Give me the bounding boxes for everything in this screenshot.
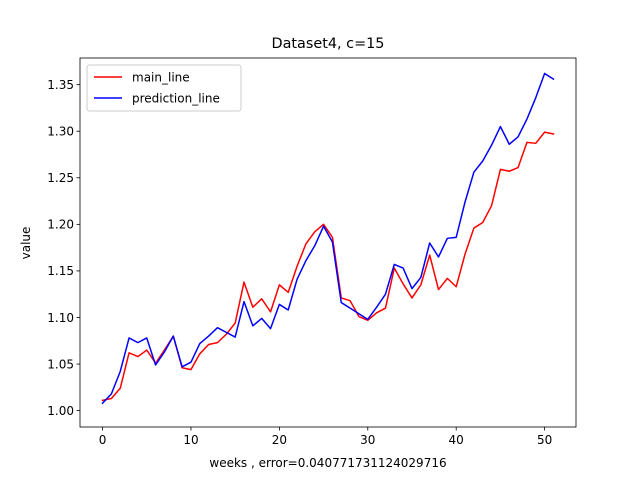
x-tick-label: 30 <box>360 433 375 447</box>
y-tick-label: 1.20 <box>47 218 74 232</box>
y-tick-label: 1.35 <box>47 78 74 92</box>
y-tick-label: 1.25 <box>47 171 74 185</box>
y-axis-title: value <box>19 227 33 260</box>
y-tick-label: 1.10 <box>47 311 74 325</box>
axes-frame <box>79 57 577 428</box>
series-line-prediction-line <box>101 72 555 405</box>
x-tick-label: 20 <box>272 433 287 447</box>
x-tick-label: 10 <box>183 433 198 447</box>
x-tick-label: 40 <box>449 433 464 447</box>
y-tick-label: 1.05 <box>47 357 74 371</box>
y-tick-label: 1.30 <box>47 125 74 139</box>
plot-area: 0 10 20 30 40 50 1.00 1.05 1.10 1.15 1.20 1.25 1.30 1… <box>47 57 577 447</box>
legend-label-main-line: main_line <box>132 70 190 84</box>
legend: main_line prediction_line <box>86 64 242 112</box>
legend-box <box>86 64 242 112</box>
legend-label-prediction-line: prediction_line <box>132 91 220 105</box>
y-tick-label: 1.00 <box>47 404 74 418</box>
x-tick-label: 0 <box>99 433 107 447</box>
chart-title: Dataset4, c=15 <box>272 36 385 52</box>
x-axis-title: weeks , error=0.040771731124029716 <box>209 456 446 470</box>
y-tick-label: 1.15 <box>47 264 74 278</box>
x-tick-label: 50 <box>537 433 552 447</box>
